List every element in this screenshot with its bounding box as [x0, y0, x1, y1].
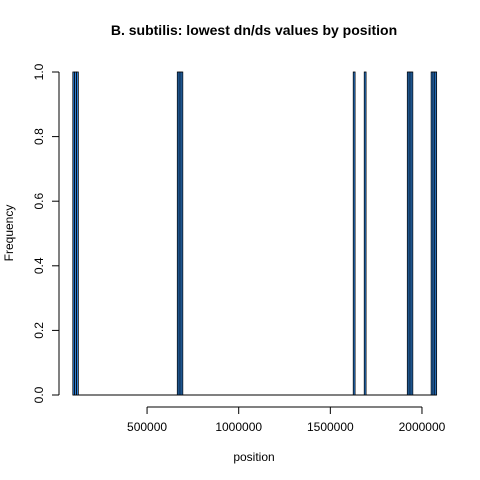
histogram-bar [352, 71, 356, 396]
chart-title: B. subtilis: lowest dn/ds values by posi… [111, 22, 397, 38]
histogram-bar [410, 71, 414, 396]
x-tick-label: 1000000 [215, 420, 262, 434]
histogram-bar [180, 71, 184, 396]
y-tick-label: 0.8 [32, 128, 46, 145]
x-axis: 500000 1000000 1500000 2000000 [127, 406, 446, 434]
x-axis-label: position [233, 450, 274, 464]
histogram-bar [363, 71, 367, 396]
y-axis: 0.0 0.2 0.4 0.6 0.8 1.0 [32, 63, 60, 403]
y-tick-label: 0.6 [32, 193, 46, 210]
y-tick-label: 0.2 [32, 322, 46, 339]
y-axis-label: Frequency [2, 205, 16, 262]
x-tick-label: 500000 [127, 420, 167, 434]
y-tick-label: 0.0 [32, 386, 46, 403]
histogram-bars [72, 71, 438, 396]
y-tick-label: 1.0 [32, 63, 46, 80]
histogram-bar [76, 71, 79, 396]
histogram-bar [434, 71, 438, 396]
x-tick-label: 2000000 [399, 420, 446, 434]
y-tick-label: 0.4 [32, 257, 46, 274]
x-tick-label: 1500000 [307, 420, 354, 434]
